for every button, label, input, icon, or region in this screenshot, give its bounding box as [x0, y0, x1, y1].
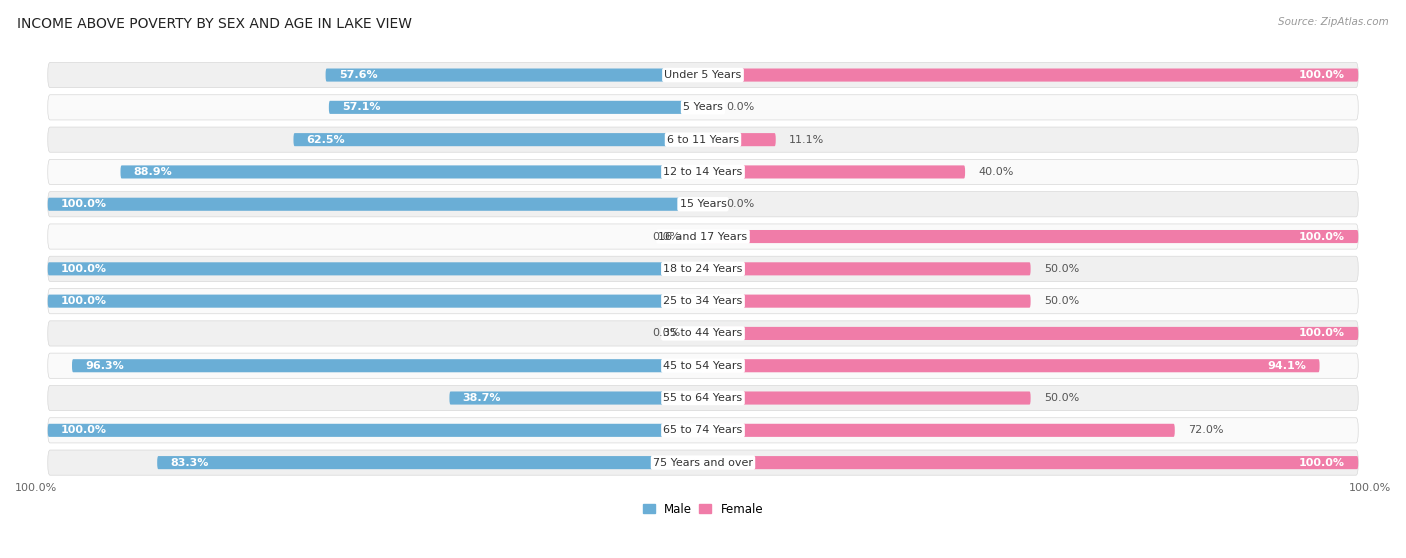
Text: 88.9%: 88.9% [134, 167, 173, 177]
FancyBboxPatch shape [703, 456, 1358, 469]
Text: 5 Years: 5 Years [683, 102, 723, 112]
Text: 100.0%: 100.0% [1299, 70, 1346, 80]
Text: 72.0%: 72.0% [1188, 425, 1223, 435]
FancyBboxPatch shape [703, 101, 723, 114]
FancyBboxPatch shape [683, 327, 703, 340]
Text: 83.3%: 83.3% [170, 458, 208, 468]
Text: 6 to 11 Years: 6 to 11 Years [666, 134, 740, 145]
Text: 50.0%: 50.0% [1043, 393, 1078, 403]
Text: 100.0%: 100.0% [60, 296, 107, 306]
Text: 100.0%: 100.0% [1299, 458, 1346, 468]
Text: 96.3%: 96.3% [86, 360, 124, 371]
FancyBboxPatch shape [703, 392, 1031, 405]
Text: 100.0%: 100.0% [1299, 329, 1346, 339]
FancyBboxPatch shape [121, 165, 703, 179]
FancyBboxPatch shape [329, 101, 703, 114]
Text: 94.1%: 94.1% [1268, 360, 1306, 371]
Text: 25 to 34 Years: 25 to 34 Years [664, 296, 742, 306]
FancyBboxPatch shape [157, 456, 703, 469]
Text: 45 to 54 Years: 45 to 54 Years [664, 360, 742, 371]
Text: 75 Years and over: 75 Years and over [652, 458, 754, 468]
Text: 100.0%: 100.0% [1299, 232, 1346, 242]
FancyBboxPatch shape [703, 69, 1358, 81]
Text: 16 and 17 Years: 16 and 17 Years [658, 232, 748, 242]
Text: 38.7%: 38.7% [463, 393, 501, 403]
Text: 0.0%: 0.0% [652, 329, 681, 339]
FancyBboxPatch shape [48, 62, 1358, 88]
Text: 100.0%: 100.0% [60, 199, 107, 209]
Text: 100.0%: 100.0% [1348, 483, 1391, 493]
Text: 0.0%: 0.0% [652, 232, 681, 242]
FancyBboxPatch shape [48, 321, 1358, 346]
FancyBboxPatch shape [48, 224, 1358, 249]
FancyBboxPatch shape [326, 69, 703, 81]
Text: 0.0%: 0.0% [725, 199, 754, 209]
FancyBboxPatch shape [703, 359, 1320, 372]
FancyBboxPatch shape [48, 386, 1358, 411]
Text: 100.0%: 100.0% [60, 425, 107, 435]
FancyBboxPatch shape [48, 191, 1358, 217]
FancyBboxPatch shape [703, 230, 1358, 243]
FancyBboxPatch shape [48, 198, 703, 211]
Text: 0.0%: 0.0% [725, 102, 754, 112]
Text: 40.0%: 40.0% [979, 167, 1014, 177]
Text: 50.0%: 50.0% [1043, 296, 1078, 306]
FancyBboxPatch shape [703, 198, 723, 211]
FancyBboxPatch shape [48, 295, 703, 307]
Text: 57.6%: 57.6% [339, 70, 377, 80]
FancyBboxPatch shape [703, 295, 1031, 307]
Text: 15 Years: 15 Years [679, 199, 727, 209]
FancyBboxPatch shape [48, 418, 1358, 443]
FancyBboxPatch shape [703, 133, 776, 146]
FancyBboxPatch shape [683, 230, 703, 243]
FancyBboxPatch shape [48, 288, 1358, 314]
Text: 100.0%: 100.0% [15, 483, 58, 493]
FancyBboxPatch shape [48, 160, 1358, 185]
FancyBboxPatch shape [48, 262, 703, 276]
FancyBboxPatch shape [294, 133, 703, 146]
FancyBboxPatch shape [48, 450, 1358, 475]
Text: 11.1%: 11.1% [789, 134, 824, 145]
FancyBboxPatch shape [703, 262, 1031, 276]
Text: 50.0%: 50.0% [1043, 264, 1078, 274]
Text: Under 5 Years: Under 5 Years [665, 70, 741, 80]
FancyBboxPatch shape [48, 95, 1358, 120]
Text: 35 to 44 Years: 35 to 44 Years [664, 329, 742, 339]
Text: INCOME ABOVE POVERTY BY SEX AND AGE IN LAKE VIEW: INCOME ABOVE POVERTY BY SEX AND AGE IN L… [17, 17, 412, 31]
Text: 55 to 64 Years: 55 to 64 Years [664, 393, 742, 403]
Text: 65 to 74 Years: 65 to 74 Years [664, 425, 742, 435]
FancyBboxPatch shape [703, 327, 1358, 340]
FancyBboxPatch shape [450, 392, 703, 405]
Text: 18 to 24 Years: 18 to 24 Years [664, 264, 742, 274]
FancyBboxPatch shape [48, 353, 1358, 378]
FancyBboxPatch shape [703, 424, 1175, 437]
FancyBboxPatch shape [72, 359, 703, 372]
Text: 57.1%: 57.1% [342, 102, 381, 112]
Text: 12 to 14 Years: 12 to 14 Years [664, 167, 742, 177]
FancyBboxPatch shape [48, 424, 703, 437]
FancyBboxPatch shape [703, 165, 965, 179]
Text: 100.0%: 100.0% [60, 264, 107, 274]
FancyBboxPatch shape [48, 127, 1358, 152]
Text: 62.5%: 62.5% [307, 134, 346, 145]
FancyBboxPatch shape [48, 256, 1358, 281]
Legend: Male, Female: Male, Female [638, 498, 768, 521]
Text: Source: ZipAtlas.com: Source: ZipAtlas.com [1278, 17, 1389, 27]
